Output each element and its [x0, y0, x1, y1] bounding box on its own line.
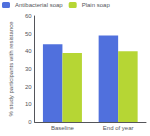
svg-text:% study participants with resi: % study participants with resistance	[8, 21, 14, 117]
svg-text:End of year: End of year	[103, 125, 134, 131]
svg-text:0: 0	[28, 119, 32, 125]
svg-text:Plain soap: Plain soap	[82, 2, 111, 8]
svg-text:Baseline: Baseline	[51, 125, 75, 131]
svg-text:20: 20	[25, 84, 32, 90]
svg-text:40: 40	[25, 48, 32, 54]
svg-text:50: 50	[25, 31, 32, 37]
svg-text:Antibacterial soap: Antibacterial soap	[15, 2, 63, 8]
svg-text:60: 60	[25, 13, 32, 19]
svg-text:30: 30	[25, 66, 32, 72]
svg-text:10: 10	[25, 101, 32, 107]
